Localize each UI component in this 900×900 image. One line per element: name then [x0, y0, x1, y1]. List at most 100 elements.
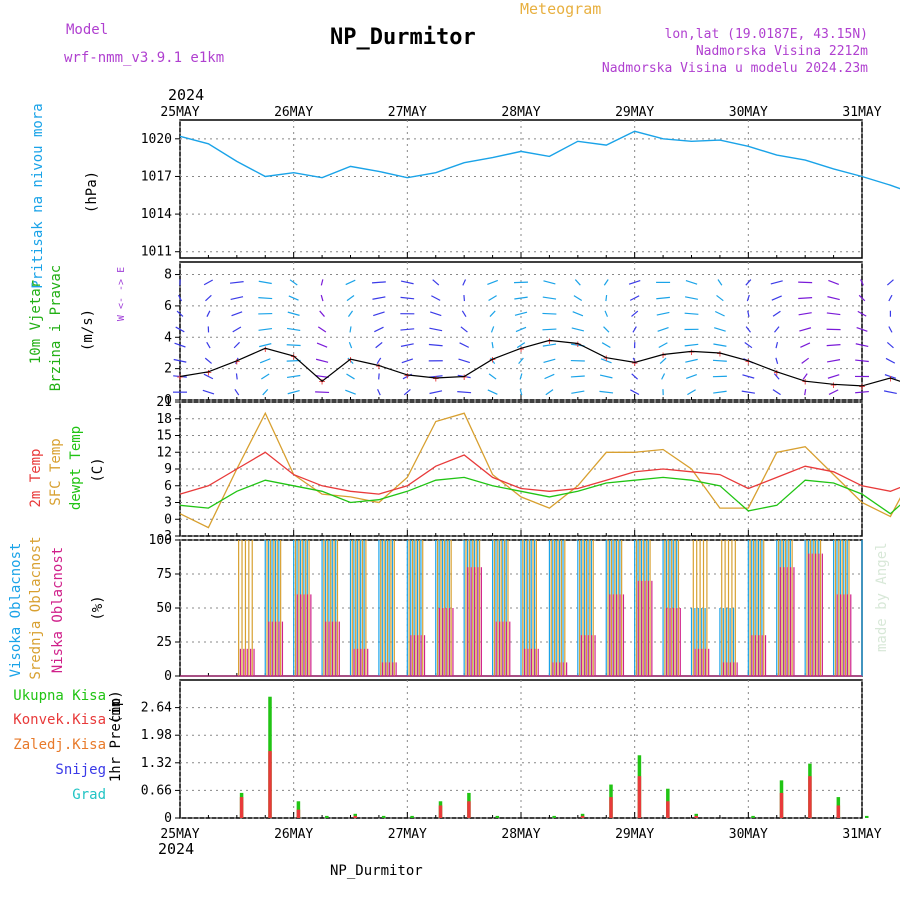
- wind-arrow: [286, 374, 301, 379]
- wind-arrow: [488, 295, 497, 302]
- wind-arrow: [373, 311, 385, 317]
- wind-arrow: [712, 359, 727, 362]
- wind-arrow: [770, 280, 783, 285]
- wind-arrow: [231, 311, 243, 317]
- wind-arrow: [514, 281, 528, 284]
- day-label-bottom: 28MAY: [501, 827, 540, 842]
- wind-arrow: [599, 390, 614, 394]
- y-tick-label: 0: [164, 393, 172, 408]
- wind-arrow: [459, 342, 470, 348]
- wind-arrow: [375, 341, 383, 349]
- wind-arrow: [230, 281, 244, 284]
- wind-arrow: [516, 342, 526, 349]
- wind-arrow: [518, 357, 524, 365]
- wind-arrow: [684, 343, 699, 347]
- pressure-ylabel: Pritisak na nivou mora: [30, 103, 46, 288]
- wind-arrow: [319, 310, 325, 317]
- wind-arrow: [347, 357, 354, 364]
- wind-arrow: [286, 327, 301, 332]
- wind-ylabel2: Brzina i Pravac: [48, 265, 64, 391]
- wind-arrow: [515, 326, 527, 333]
- wind-arrow: [288, 295, 299, 301]
- wind-arrow: [717, 279, 723, 286]
- wind-arrow: [657, 326, 669, 332]
- wind-arrow: [802, 373, 808, 380]
- wind-arrow: [429, 327, 443, 332]
- wind-arrow: [178, 294, 182, 302]
- wind-arrow: [543, 358, 556, 364]
- high-cloud-ylabel: Visoka Oblacnost: [8, 543, 24, 678]
- model-label: Model: [66, 22, 108, 38]
- wind-arrow: [888, 326, 893, 333]
- wind-arrow: [544, 373, 555, 380]
- y-tick-label: 1.32: [141, 756, 172, 771]
- day-label-bottom: 27MAY: [388, 827, 427, 842]
- total-precip-bar: [410, 815, 414, 818]
- wind-arrow: [573, 295, 583, 302]
- wind-arrow: [289, 279, 298, 286]
- wind-arrow: [571, 327, 585, 332]
- wind-arrow: [656, 311, 670, 316]
- legend-convective-rain: Konvek.Kisa: [13, 712, 106, 728]
- wind-arrow: [348, 341, 353, 349]
- wind-arrow: [798, 312, 812, 316]
- wind-arrow: [234, 388, 240, 396]
- y-tick-label: 1017: [141, 169, 172, 184]
- y-tick-label: 8: [164, 268, 172, 283]
- conv-precip-bar: [779, 792, 784, 818]
- wind-arrow: [490, 357, 496, 365]
- sfc-temp-line: [179, 411, 900, 529]
- y-tick-label: 0: [164, 512, 172, 527]
- legend-freezing-rain: Zaledj.Kisa: [13, 737, 106, 753]
- wind-arrow: [400, 328, 415, 331]
- pressure-unit: (hPa): [84, 171, 100, 213]
- wind-arrow: [857, 310, 867, 317]
- day-label-top: 30MAY: [729, 105, 768, 120]
- wind-panel: 02468+++++++++++++++++++++++++++++++++++…: [164, 261, 900, 408]
- cloud-unit: (%): [90, 595, 106, 620]
- footer-station: NP_Durmitor: [330, 863, 423, 879]
- wind-arrow: [487, 279, 499, 285]
- wind-arrow: [346, 294, 355, 302]
- wind-arrow: [487, 389, 498, 395]
- y-tick-label: 0: [164, 811, 172, 826]
- y-tick-label: -3: [156, 529, 172, 544]
- day-label-bottom: 26MAY: [274, 827, 313, 842]
- y-tick-label: 4: [164, 330, 172, 345]
- wind-arrow: [827, 359, 841, 363]
- y-tick-label: 9: [164, 462, 172, 477]
- wind-arrow: [230, 296, 244, 301]
- temp2m-line: [179, 451, 900, 495]
- wind-arrow: [886, 279, 894, 286]
- credit-label: made by Angel: [874, 542, 890, 652]
- wind-arrow: [202, 389, 215, 395]
- conv-precip-bar: [580, 815, 585, 818]
- total-precip-bar: [552, 815, 556, 818]
- wind-arrow: [377, 388, 381, 396]
- precip-panel: 0 0.66 1.32 1.98 2.64: [141, 679, 869, 826]
- wind-arrow: [488, 373, 497, 380]
- wind-arrow: [826, 343, 841, 347]
- wind-arrow: [828, 279, 840, 285]
- day-label-top: 26MAY: [274, 105, 313, 120]
- wind-arrow: [204, 357, 212, 364]
- day-label-top: 28MAY: [501, 105, 540, 120]
- wind-arrow: [345, 279, 356, 286]
- wind-arrow: [747, 310, 750, 317]
- wind-arrow: [287, 389, 300, 395]
- wind-arrow: [173, 358, 187, 363]
- day-label-bottom: 31MAY: [842, 827, 881, 842]
- wind-arrow: [457, 391, 472, 394]
- conv-precip-bar: [836, 805, 841, 818]
- wind-arrow: [259, 343, 272, 348]
- wind-arrow: [800, 342, 811, 348]
- wind-arrow: [174, 342, 186, 348]
- model-altitude-label: Nadmorska Visina u modelu 2024.23m: [602, 61, 868, 76]
- wind-arrow: [287, 311, 300, 316]
- panel-frame: [179, 119, 863, 259]
- y-tick-label: 2.64: [141, 701, 172, 716]
- y-tick-label: 6: [164, 479, 172, 494]
- wind-arrow: [519, 389, 523, 396]
- wind-arrow: [317, 326, 327, 333]
